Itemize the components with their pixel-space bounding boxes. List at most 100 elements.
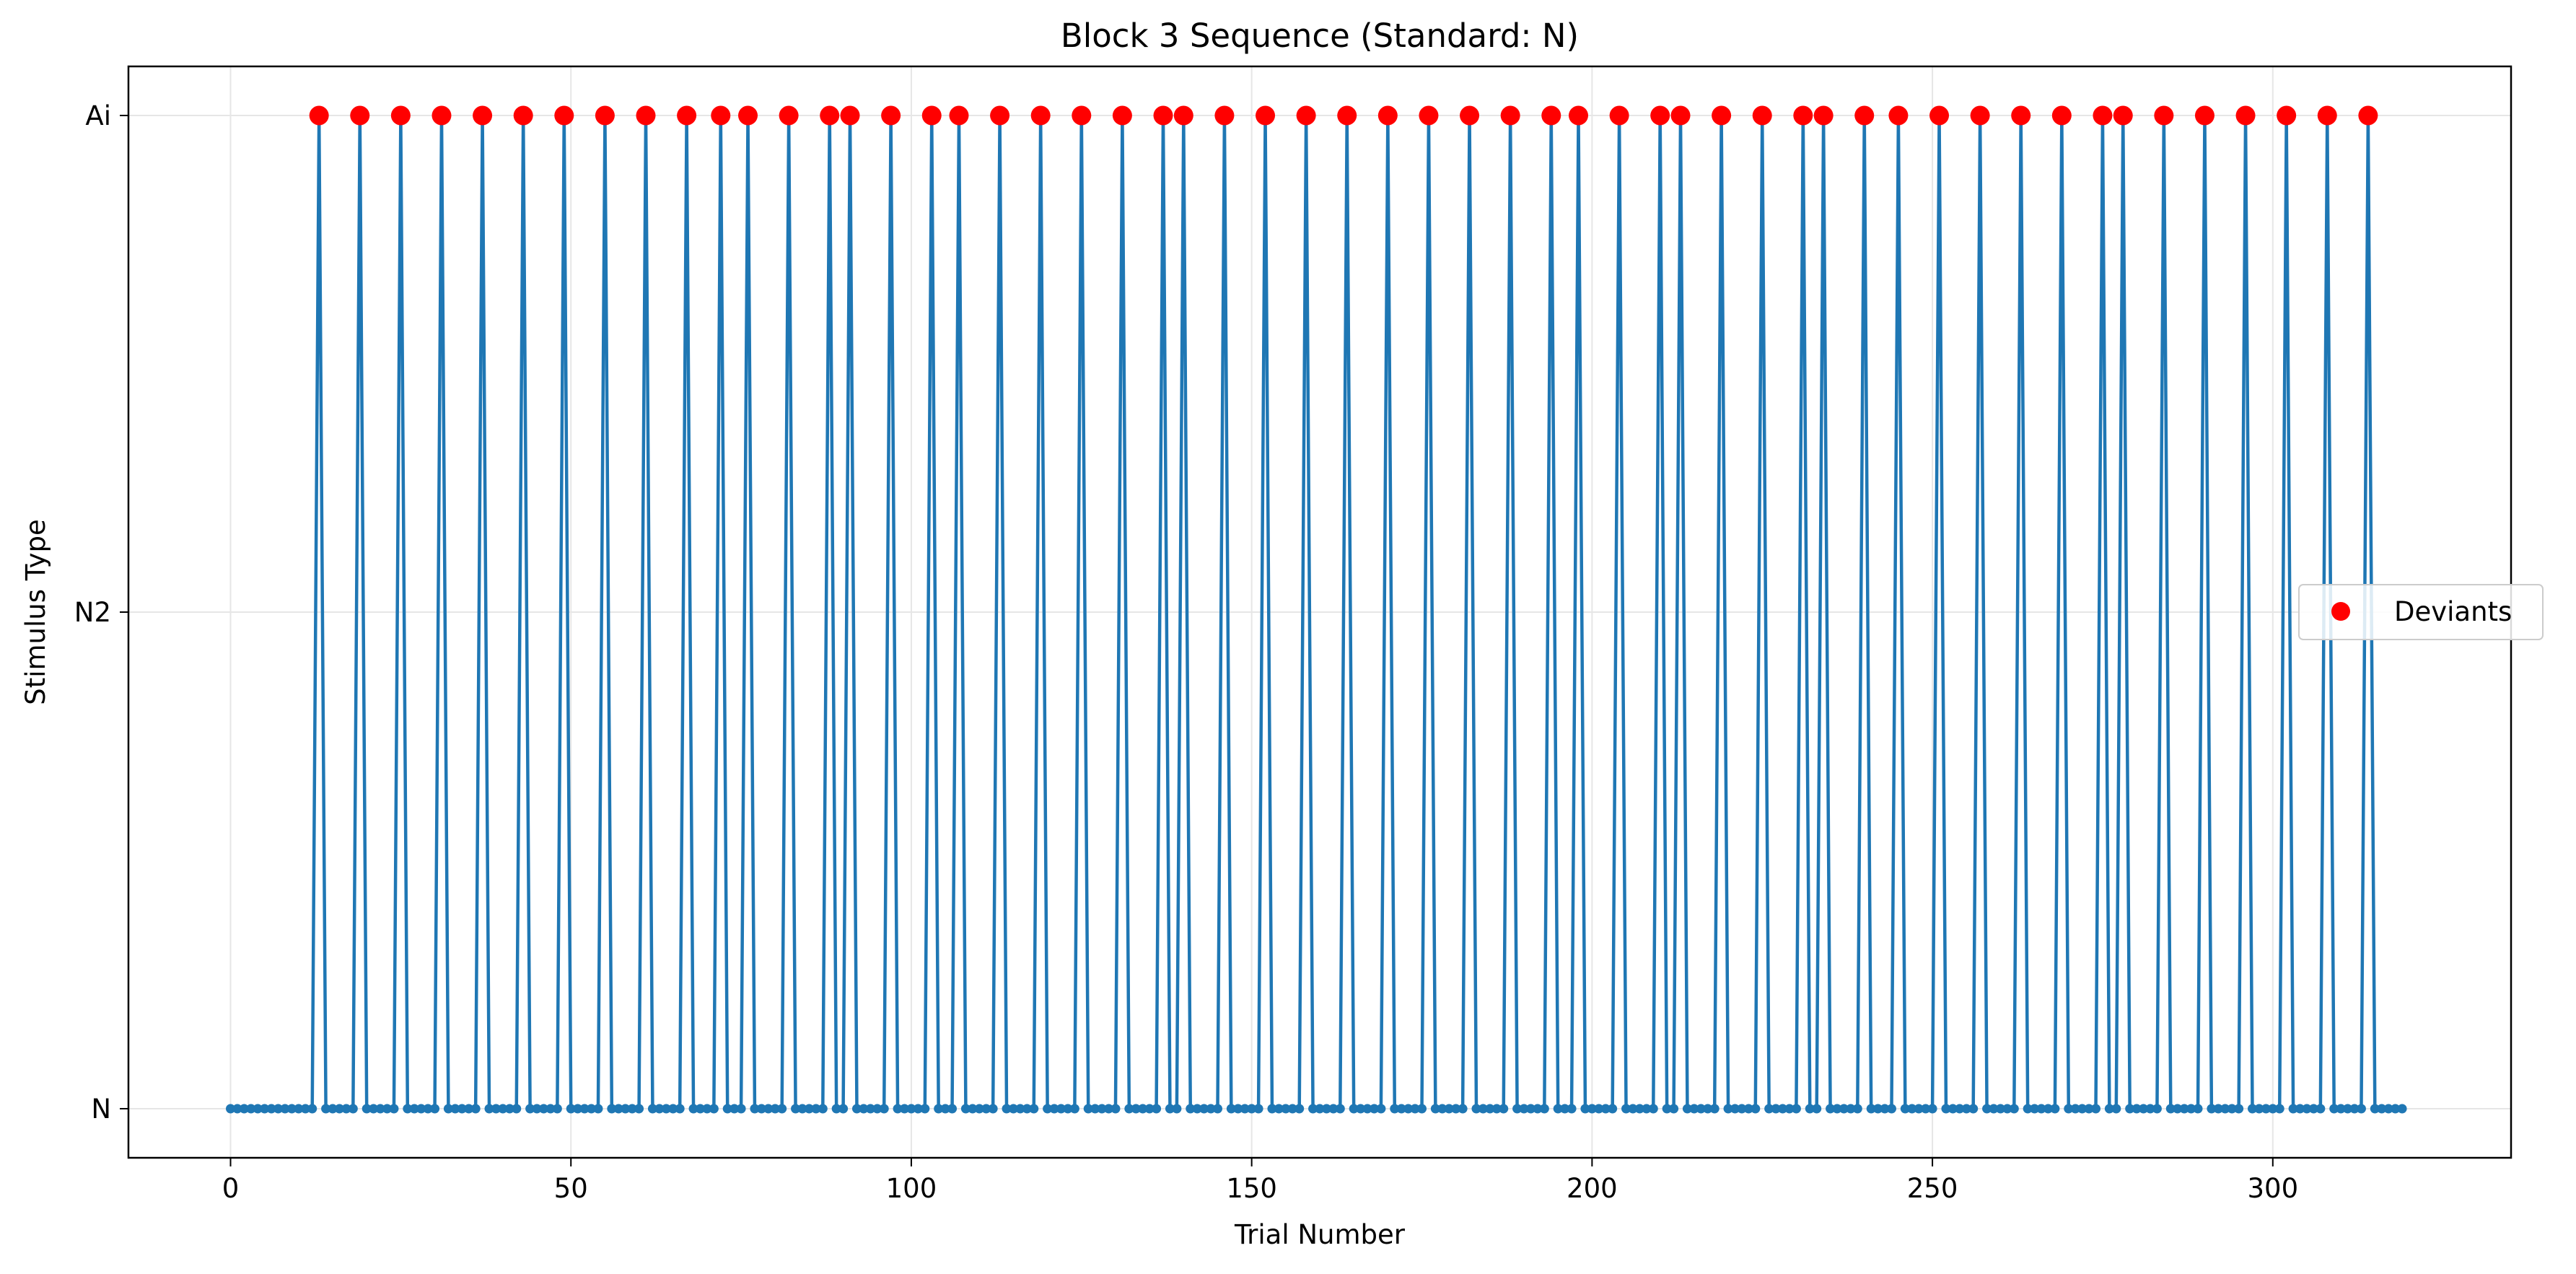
standard-point [1315, 1104, 1325, 1114]
standard-point [1784, 1104, 1795, 1114]
standard-point [906, 1104, 916, 1114]
standard-point [1069, 1104, 1079, 1114]
standard-point [1730, 1104, 1740, 1114]
x-tick-label: 50 [554, 1173, 588, 1204]
standard-point [491, 1104, 501, 1114]
standard-point [1778, 1104, 1788, 1114]
standard-point [1063, 1104, 1073, 1114]
standard-point [579, 1104, 590, 1114]
deviant-marker [1214, 105, 1235, 126]
standard-point [695, 1104, 705, 1114]
standard-point [1144, 1104, 1155, 1114]
deviant-marker [1888, 105, 1909, 126]
deviant-marker [2051, 105, 2072, 126]
legend-deviants-label: Deviants [2394, 596, 2512, 627]
standard-point [1600, 1104, 1611, 1114]
standard-point [1083, 1104, 1093, 1114]
standard-point [457, 1104, 467, 1114]
standard-point [879, 1104, 889, 1114]
deviant-marker [1153, 105, 1173, 126]
standard-point [1165, 1104, 1175, 1114]
deviant-marker [1337, 105, 1357, 126]
standard-point [1689, 1104, 1699, 1114]
legend: Deviants [2298, 584, 2544, 640]
standard-point [1961, 1104, 1971, 1114]
standard-point [974, 1104, 984, 1114]
deviant-marker [2317, 105, 2337, 126]
standard-point [934, 1104, 944, 1114]
deviant-marker [1752, 105, 1772, 126]
deviant-marker [1072, 105, 1092, 126]
standard-point [2329, 1104, 2339, 1114]
deviant-marker [2277, 105, 2297, 126]
standard-point [1553, 1104, 1563, 1114]
standard-point [2234, 1104, 2244, 1114]
standard-point [1648, 1104, 1658, 1114]
deviant-marker [1929, 105, 1950, 126]
standard-point [1927, 1104, 1937, 1114]
standard-point [1608, 1104, 1618, 1114]
standard-point [1669, 1104, 1679, 1114]
standard-point [1832, 1104, 1842, 1114]
standard-point [504, 1104, 514, 1114]
standard-point [2302, 1104, 2312, 1114]
standard-point [1022, 1104, 1032, 1114]
standard-point [464, 1104, 474, 1114]
standard-point [1294, 1104, 1305, 1114]
deviant-marker [1419, 105, 1439, 126]
standard-point [960, 1104, 971, 1114]
standard-point [280, 1104, 290, 1114]
deviant-marker [1712, 105, 1732, 126]
standard-point [1212, 1104, 1222, 1114]
standard-point [2207, 1104, 2217, 1114]
standard-point [1131, 1104, 1141, 1114]
standard-point [416, 1104, 426, 1114]
deviant-marker [2194, 105, 2214, 126]
y-tick-label: Ai [85, 100, 111, 131]
standard-point [239, 1104, 249, 1114]
standard-point [1533, 1104, 1543, 1114]
deviant-marker [554, 105, 574, 126]
standard-point [1948, 1104, 1958, 1114]
standard-point [2288, 1104, 2298, 1114]
y-tick-label: N2 [74, 597, 111, 628]
standard-point [1751, 1104, 1761, 1114]
x-axis-label: Trial Number [1234, 1219, 1406, 1250]
x-tick-label: 200 [1567, 1173, 1618, 1204]
standard-point [1335, 1104, 1345, 1114]
standard-point [1049, 1104, 1059, 1114]
standard-point [2111, 1104, 2121, 1114]
standard-point [661, 1104, 671, 1114]
standard-point [1444, 1104, 1454, 1114]
standard-point [2036, 1104, 2046, 1114]
deviant-marker [1173, 105, 1193, 126]
standard-point [2213, 1104, 2223, 1114]
deviant-marker [990, 105, 1010, 126]
standard-point [2070, 1104, 2080, 1114]
standard-point [913, 1104, 923, 1114]
standard-point [2139, 1104, 2149, 1114]
standard-point [1356, 1104, 1366, 1114]
standard-point [1199, 1104, 1209, 1114]
standard-point [552, 1104, 562, 1114]
standard-point [1995, 1104, 2005, 1114]
standard-point [573, 1104, 583, 1114]
standard-point [226, 1104, 236, 1114]
deviant-marker [2113, 105, 2133, 126]
standard-point [1186, 1104, 1196, 1114]
standard-point [1594, 1104, 1604, 1114]
standard-point [1417, 1104, 1427, 1114]
deviant-marker [1256, 105, 1276, 126]
deviant-marker [1112, 105, 1132, 126]
standard-point [2308, 1104, 2318, 1114]
standard-point [430, 1104, 440, 1114]
standard-point [1560, 1104, 1570, 1114]
deviant-marker [390, 105, 411, 126]
standard-point [804, 1104, 814, 1114]
standard-point [2377, 1104, 2387, 1114]
standard-point [307, 1104, 317, 1114]
standard-point [1539, 1104, 1549, 1114]
standard-point [668, 1104, 678, 1114]
standard-point [1104, 1104, 1114, 1114]
standard-point [1525, 1104, 1535, 1114]
